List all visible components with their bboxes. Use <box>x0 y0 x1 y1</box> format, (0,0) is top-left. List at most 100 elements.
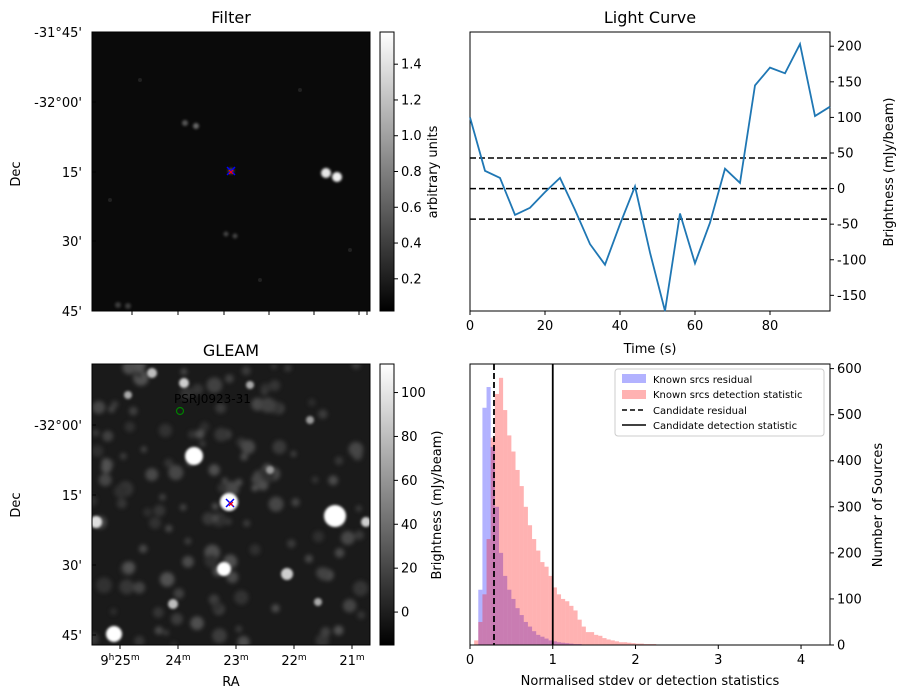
hist-bar <box>565 601 570 645</box>
hist-y-tick-label: 600 <box>837 362 862 377</box>
hist-bar <box>561 598 566 645</box>
colorbar-tick-label: 60 <box>401 474 418 489</box>
colorbar-tick-label: 100 <box>401 386 426 401</box>
hist-xlabel: Normalised stdev or detection statistics <box>521 674 780 689</box>
gleam-xlabel: RA <box>222 675 240 690</box>
gleam-dec-tick: 15' <box>62 489 82 504</box>
hist-bar <box>573 610 578 645</box>
hist-bar <box>606 639 611 645</box>
filter-dec-tick: 45' <box>62 305 82 320</box>
filter-dec-ticks: -31°45' -32°00' 15' 30' 45' <box>34 26 96 320</box>
colorbar-tick-label: 1.4 <box>401 58 422 73</box>
filter-colorbar: 0.2 0.4 0.6 0.8 1.0 1.2 1.4 arbitrary units <box>379 31 441 312</box>
gleam-ra-tick: 21m <box>339 653 364 669</box>
hist-y-tick-label: 500 <box>837 408 862 423</box>
legend-swatch <box>622 390 646 399</box>
filter-dec-tick: -32°00' <box>34 96 82 111</box>
hist-x-tick-label: 4 <box>797 653 805 668</box>
gleam-dec-tick: -32°00' <box>34 419 82 434</box>
light-curve-panel: Light Curve 0 20 40 60 80 -150 -100 -50 0 50 100 1… <box>466 8 897 357</box>
lc-y-tick-label: 200 <box>837 40 862 55</box>
hist-bar <box>511 451 516 645</box>
hist-x-tick-label: 3 <box>714 653 722 668</box>
hist-bar <box>498 377 504 645</box>
lc-y-tick-label: 0 <box>837 182 845 197</box>
hist-y-tick-label: 200 <box>837 546 862 561</box>
hist-bar <box>486 387 491 645</box>
legend-label: Known srcs detection statistic <box>653 390 802 401</box>
hist-bar <box>552 587 557 645</box>
hist-bar <box>507 435 512 645</box>
hist-bar <box>490 446 495 645</box>
gleam-colorbar-label: Brightness (mJy/beam) <box>430 431 445 580</box>
hist-bar <box>482 594 487 645</box>
colorbar-tick-label: 20 <box>401 562 418 577</box>
colorbar-tick-label: 0.4 <box>401 237 422 252</box>
hist-bar <box>532 539 537 645</box>
hist-bar <box>590 632 595 645</box>
legend-label: Known srcs residual <box>653 375 752 386</box>
hist-bar <box>515 608 520 645</box>
hist-bar <box>494 393 499 645</box>
gleam-sources <box>92 364 370 645</box>
lc-ylabel: Brightness (mJy/beam) <box>882 98 897 247</box>
hist-y-tick-label: 100 <box>837 592 862 607</box>
legend-swatch <box>622 374 646 383</box>
lc-y-tick-label: -100 <box>837 253 867 268</box>
gleam-panel: GLEAM <box>9 341 445 690</box>
hist-axes <box>469 363 831 646</box>
hist-bar <box>503 575 508 645</box>
lc-x-tick-label: 0 <box>466 319 474 334</box>
hist-ylabel: Number of Sources <box>871 443 886 568</box>
hist-bar <box>598 635 603 645</box>
filter-dec-tick: 15' <box>62 166 82 181</box>
gleam-ra-tick: 22m <box>281 653 306 669</box>
hist-bar <box>548 640 553 645</box>
lc-y-tick-label: -50 <box>837 218 858 233</box>
colorbar-tick-label: 40 <box>401 518 418 533</box>
hist-bar <box>511 598 516 645</box>
hist-bar <box>503 410 508 645</box>
hist-bar <box>631 643 636 645</box>
hist-x-tick-label: 2 <box>631 653 639 668</box>
colorbar-tick-label: 0.6 <box>401 201 422 216</box>
hist-bar <box>594 634 599 645</box>
hist-y-tick-label: 400 <box>837 454 862 469</box>
colorbar-tick-label: 80 <box>401 430 418 445</box>
gleam-dec-tick: 30' <box>62 559 82 574</box>
hist-bar <box>561 642 566 645</box>
hist-bar <box>614 641 619 645</box>
legend-frame <box>614 368 825 437</box>
lc-y-tick-label: 150 <box>837 75 862 90</box>
hist-bar <box>635 643 640 645</box>
hist-bar <box>494 506 499 645</box>
gleam-ylabel: Dec <box>9 492 24 517</box>
lc-y-tick-label: 50 <box>837 146 854 161</box>
hist-y-tick-label: 300 <box>837 500 862 515</box>
hist-bar <box>515 469 520 645</box>
filter-ra-ticks <box>131 311 368 315</box>
hist-bar <box>623 642 628 645</box>
hist-x-tick-label: 1 <box>549 653 557 668</box>
filter-title: Filter <box>211 8 251 27</box>
hist-bar <box>581 626 586 645</box>
hist-bar <box>602 638 607 645</box>
filter-panel: Filter <box>9 8 441 320</box>
lc-title: Light Curve <box>604 8 696 27</box>
hist-bar <box>556 642 562 645</box>
histogram-panel: 0 1 2 3 4 0 100 200 300 400 500 600 Normalised std… <box>466 362 886 689</box>
hist-bar <box>527 525 533 645</box>
hist-bar <box>627 642 632 645</box>
hist-bar <box>544 566 549 645</box>
gleam-candidate-marker <box>225 498 235 508</box>
psr-label: PSRJ0923-31 <box>174 392 251 406</box>
filter-dec-tick: -31°45' <box>34 26 82 41</box>
legend-label: Candidate detection statistic <box>653 421 797 432</box>
lc-series-line <box>469 41 831 312</box>
hist-bar <box>565 643 570 645</box>
legend-label: Candidate residual <box>653 406 747 417</box>
lc-x-tick-label: 60 <box>687 319 704 334</box>
colorbar-tick-label: 0.8 <box>401 165 422 180</box>
hist-bar <box>548 575 553 645</box>
hist-bar <box>552 641 557 645</box>
